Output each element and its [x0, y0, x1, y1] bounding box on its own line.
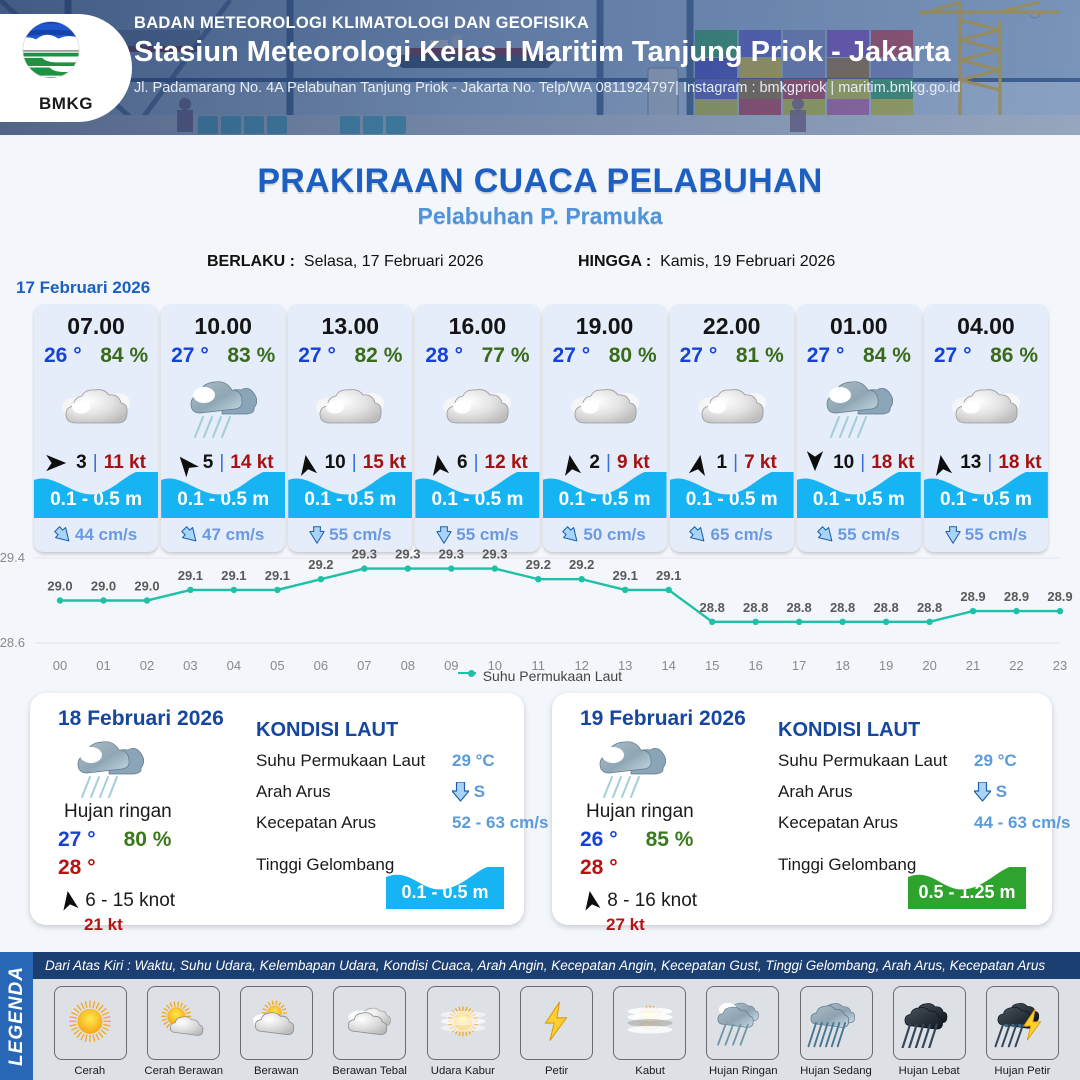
- svg-text:28.9: 28.9: [1047, 589, 1072, 604]
- svg-text:29.2: 29.2: [526, 557, 551, 572]
- svg-text:28.8: 28.8: [830, 600, 855, 615]
- svg-text:28.8: 28.8: [700, 600, 725, 615]
- svg-text:29.1: 29.1: [656, 568, 681, 583]
- svg-text:28.8: 28.8: [873, 600, 898, 615]
- svg-text:28.9: 28.9: [960, 589, 985, 604]
- svg-text:29.3: 29.3: [395, 548, 420, 562]
- svg-text:28.6: 28.6: [0, 635, 25, 650]
- svg-text:29.4: 29.4: [0, 550, 25, 565]
- svg-text:29.2: 29.2: [569, 557, 594, 572]
- svg-text:29.1: 29.1: [613, 568, 638, 583]
- svg-text:29.3: 29.3: [482, 548, 507, 562]
- svg-text:29.1: 29.1: [221, 568, 246, 583]
- svg-text:29.1: 29.1: [265, 568, 290, 583]
- svg-text:28.8: 28.8: [917, 600, 942, 615]
- svg-text:29.0: 29.0: [134, 579, 159, 594]
- svg-text:29.0: 29.0: [91, 579, 116, 594]
- svg-text:29.3: 29.3: [439, 548, 464, 562]
- svg-text:28.8: 28.8: [743, 600, 768, 615]
- svg-text:29.2: 29.2: [308, 557, 333, 572]
- svg-text:29.0: 29.0: [47, 579, 72, 594]
- svg-text:28.9: 28.9: [1004, 589, 1029, 604]
- svg-text:29.3: 29.3: [352, 548, 377, 562]
- svg-text:28.8: 28.8: [786, 600, 811, 615]
- svg-text:29.1: 29.1: [178, 568, 203, 583]
